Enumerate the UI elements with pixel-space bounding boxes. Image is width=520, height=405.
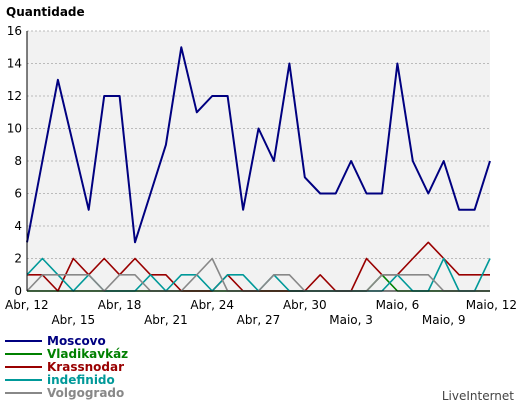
y-tick-label: 16: [7, 24, 22, 38]
legend-label: Krassnodar: [47, 360, 124, 374]
series-line-moscovo: [26, 46, 491, 244]
y-tick-label: 14: [7, 57, 22, 71]
x-tick-label: Maio, 6: [376, 298, 420, 312]
legend-label: Vladikavkáz: [47, 347, 128, 361]
y-tick-label: 12: [7, 89, 22, 103]
credit-label: LiveInternet: [442, 389, 514, 403]
legend-label: Volgogrado: [47, 386, 124, 400]
x-tick-label: Abr, 30: [283, 298, 327, 312]
x-tick-label: Abr, 27: [237, 313, 281, 327]
legend: MoscovoVladikavkázKrassnodarindefinidoVo…: [5, 334, 128, 400]
y-tick-label: 10: [7, 122, 22, 136]
y-tick-labels: 0 2 4 6 8 10 12 14 16: [7, 24, 22, 298]
x-tick-label: Abr, 18: [98, 298, 142, 312]
x-tick-label: Maio, 12: [466, 298, 517, 312]
legend-label: Moscovo: [47, 334, 106, 348]
x-tick-label: Abr, 12: [5, 298, 49, 312]
x-tick-label: Abr, 15: [51, 313, 95, 327]
y-tick-label: 0: [14, 284, 22, 298]
y-tick-label: 4: [14, 219, 22, 233]
x-tick-label: Abr, 24: [190, 298, 234, 312]
y-tick-label: 2: [14, 252, 22, 266]
x-tick-label: Maio, 9: [422, 313, 466, 327]
x-tick-label: Maio, 3: [329, 313, 373, 327]
legend-label: indefinido: [47, 373, 115, 387]
y-axis-label: Quantidade: [6, 5, 85, 19]
x-tick-label: Abr, 21: [144, 313, 188, 327]
y-tick-label: 8: [14, 154, 22, 168]
y-tick-label: 6: [14, 187, 22, 201]
